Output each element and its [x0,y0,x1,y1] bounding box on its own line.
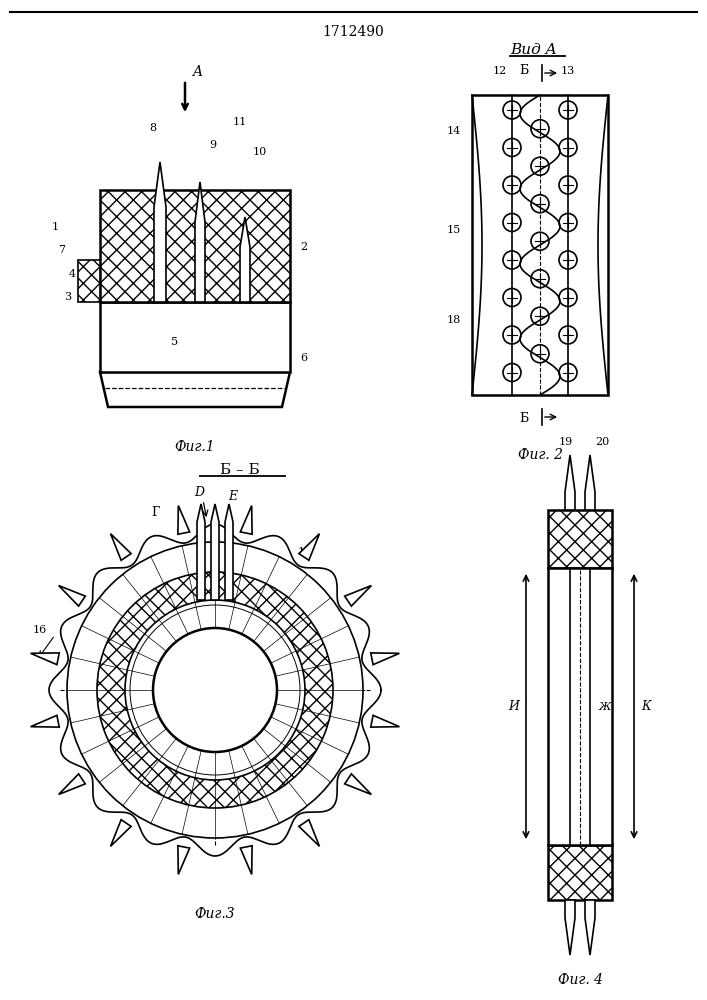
Polygon shape [30,653,59,665]
Polygon shape [225,504,233,600]
Text: Фиг. 2: Фиг. 2 [518,448,563,462]
Text: И: И [508,700,520,714]
Text: 19: 19 [559,437,573,447]
Text: 1712490: 1712490 [322,25,384,39]
Text: 4: 4 [69,269,76,279]
Text: 2: 2 [300,242,308,252]
Polygon shape [240,217,250,302]
Text: 17: 17 [298,547,312,557]
Text: Б: Б [520,64,529,78]
Polygon shape [30,715,59,727]
Text: 7: 7 [59,245,66,255]
Circle shape [153,628,277,752]
Text: 6: 6 [300,353,308,363]
Circle shape [67,542,363,838]
Polygon shape [299,820,320,846]
Text: 8: 8 [149,123,156,133]
Text: Фиг. 4: Фиг. 4 [558,973,602,987]
Text: Фиг.3: Фиг.3 [194,907,235,921]
Polygon shape [100,302,290,372]
Text: Б – Б: Б – Б [220,463,259,477]
Text: 20: 20 [595,437,609,447]
Polygon shape [565,900,575,955]
Polygon shape [240,846,252,874]
Text: D: D [194,486,204,498]
Text: 15: 15 [447,225,461,235]
Polygon shape [197,504,205,600]
Polygon shape [100,190,290,302]
Polygon shape [178,506,189,534]
Polygon shape [178,846,189,874]
Polygon shape [370,653,399,665]
Text: 16: 16 [33,625,47,635]
Text: Вид A: Вид A [510,43,556,57]
Polygon shape [59,586,86,606]
Text: A: A [192,65,202,79]
Polygon shape [370,715,399,727]
Text: Ж: Ж [599,702,612,712]
Polygon shape [565,455,575,510]
Polygon shape [472,95,608,395]
Polygon shape [585,455,595,510]
Polygon shape [240,506,252,534]
Polygon shape [154,162,166,302]
Polygon shape [345,774,371,794]
Text: 14: 14 [447,126,461,136]
Text: 11: 11 [233,117,247,127]
Text: 5: 5 [171,337,179,347]
Text: К: К [641,700,651,714]
Polygon shape [548,510,612,568]
Text: 10: 10 [253,147,267,157]
Polygon shape [548,568,612,845]
Text: 12: 12 [493,66,507,76]
Polygon shape [78,260,100,302]
Text: 3: 3 [64,292,71,302]
Polygon shape [110,534,131,560]
Polygon shape [195,182,205,302]
Polygon shape [299,534,320,560]
Text: 1: 1 [52,222,59,232]
Text: 13: 13 [561,66,575,76]
Text: 9: 9 [209,140,216,150]
Polygon shape [100,372,290,407]
Text: Г: Г [151,506,159,518]
Polygon shape [110,820,131,846]
Text: 18: 18 [447,315,461,325]
Polygon shape [548,845,612,900]
Polygon shape [59,774,86,794]
Text: Фиг.1: Фиг.1 [175,440,216,454]
Polygon shape [345,586,371,606]
Polygon shape [211,504,219,600]
Text: Б: Б [520,412,529,426]
Text: E: E [228,490,238,504]
Polygon shape [585,900,595,955]
